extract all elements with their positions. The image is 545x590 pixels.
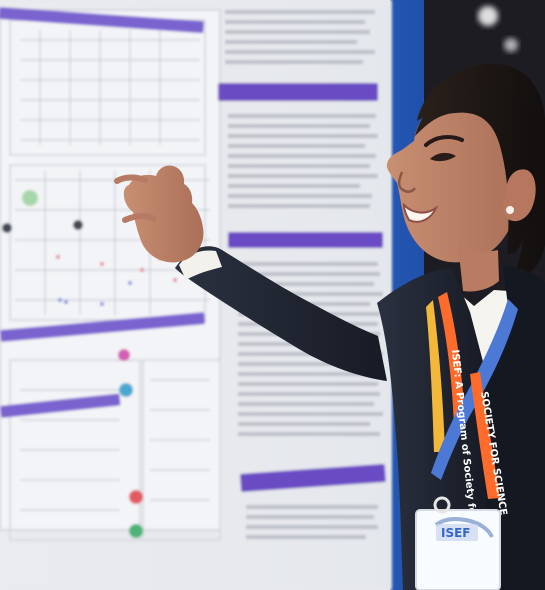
raised-arm-sleeve	[175, 246, 387, 381]
conference-badge	[415, 509, 501, 590]
smile	[402, 202, 439, 223]
lanyard-orange	[438, 292, 465, 426]
student-person: ISEF: A Program of Society for Science S…	[114, 63, 545, 590]
nose	[397, 171, 416, 193]
ceiling-light	[504, 38, 518, 52]
badge-graphic	[434, 517, 494, 538]
lanyard-orange-right	[470, 372, 500, 499]
lanyard-yellow	[426, 300, 445, 452]
neck	[458, 244, 499, 292]
science-poster	[0, 0, 392, 590]
eyebrow	[424, 135, 464, 147]
eye	[430, 152, 456, 162]
ceiling-light	[478, 6, 498, 26]
badge-label: ISEF	[441, 526, 471, 540]
badge-clip	[433, 496, 451, 514]
badge-panel	[436, 524, 478, 541]
hand	[123, 165, 204, 263]
shirt-cuff	[179, 250, 222, 280]
thumb	[122, 213, 157, 223]
pointing-finger	[114, 174, 148, 184]
earring	[506, 206, 514, 214]
